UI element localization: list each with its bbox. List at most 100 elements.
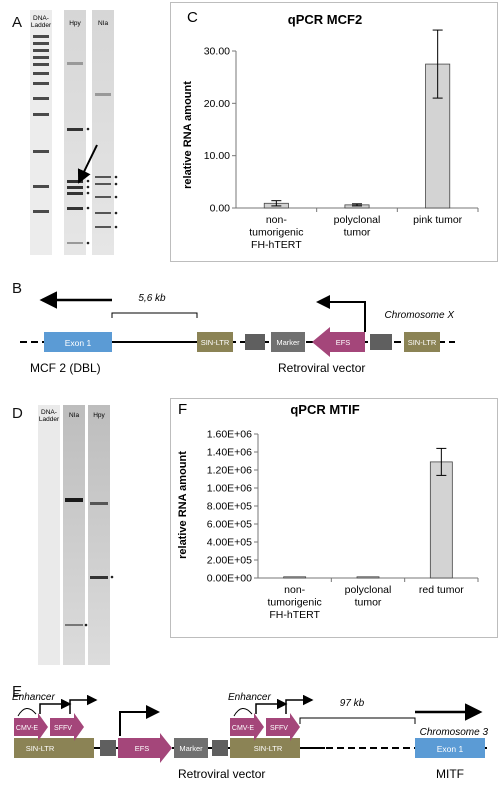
distance-b-bracket bbox=[111, 312, 198, 318]
panel-label-d: D bbox=[12, 405, 23, 422]
exon1-b-box bbox=[44, 332, 112, 352]
sin-ltr-b-left-label: SIN-LTR bbox=[201, 338, 230, 347]
enhancer-e-right-curve bbox=[233, 708, 253, 717]
chart-c-title: qPCR MCF2 bbox=[288, 12, 362, 27]
promoter-e-4-arrow bbox=[255, 698, 288, 714]
panel-label-b: B bbox=[12, 280, 23, 297]
spacer-e-1 bbox=[100, 740, 116, 756]
exon1-e-box bbox=[415, 738, 485, 758]
enhancer-e-left-label: Enhancer bbox=[12, 692, 55, 703]
sin-ltr-b-right-label: SIN-LTR bbox=[408, 338, 437, 347]
gel-a: DNA- Ladder Hpy NIa bbox=[30, 10, 118, 255]
sin-ltr-b-right bbox=[404, 332, 440, 352]
cmve-e-left-label: CMV-E bbox=[16, 725, 39, 732]
gel-d-ladder-label-2: Ladder bbox=[39, 416, 60, 423]
marker-e-label: Marker bbox=[179, 744, 203, 753]
y-tick-label: 1.40E+06 bbox=[207, 447, 252, 459]
map-e: SIN-LTR CMV-E SFFV EFS Marker SIN-LTR CM… bbox=[12, 692, 490, 781]
efs-e-label: EFS bbox=[135, 744, 150, 753]
exon1-b-label: Exon 1 bbox=[65, 338, 92, 348]
category-label: red tumor bbox=[419, 584, 464, 596]
distance-e-bracket bbox=[299, 717, 416, 724]
distance-e-label: 97 kb bbox=[340, 698, 365, 709]
sin-ltr-b-left bbox=[197, 332, 233, 352]
spacer-e-2 bbox=[212, 740, 228, 756]
chromosome-b-label: Chromosome X bbox=[385, 310, 455, 321]
y-tick-label: 10.00 bbox=[204, 150, 230, 162]
gene-b-label: MCF 2 (DBL) bbox=[30, 361, 101, 375]
vector-b-label: Retroviral vector bbox=[278, 361, 365, 375]
promoter-e-2-arrow bbox=[69, 694, 98, 714]
marker-b-box bbox=[271, 332, 305, 352]
chromosome-e-label: Chromosome 3 bbox=[420, 727, 489, 738]
gel-a-ladder-label-1: DNA- bbox=[33, 15, 49, 22]
gel-a-ladder-label-2: Ladder bbox=[31, 22, 52, 29]
gel-d-lane-label-hpy: Hpy bbox=[93, 412, 105, 419]
category-label: non- bbox=[284, 584, 306, 596]
distance-b-label: 5,6 kb bbox=[138, 293, 166, 304]
sin-ltr-e-right-label: SIN-LTR bbox=[254, 744, 283, 753]
chart-f-ylabel: relative RNA amount bbox=[177, 451, 189, 559]
chart-qpcr-mcf2: C qPCR MCF2 relative RNA amount 0.00 10.0… bbox=[182, 9, 479, 251]
y-tick-label: 1.60E+06 bbox=[207, 429, 252, 441]
category-label: tumorigenic bbox=[249, 227, 303, 239]
enhancer-e-left-curve bbox=[17, 708, 37, 717]
y-tick-label: 0.00 bbox=[210, 203, 231, 215]
marker-e-box bbox=[174, 738, 208, 758]
y-tick-label: 30.00 bbox=[204, 46, 230, 58]
y-tick-label: 20.00 bbox=[204, 98, 230, 110]
cmve-e-right-label: CMV-E bbox=[232, 725, 255, 732]
gel-a-lane-label-hpy: Hpy bbox=[69, 20, 81, 27]
panel-label-c: C bbox=[187, 9, 198, 26]
promoter-e-1-arrow bbox=[39, 698, 72, 714]
gel-d-lane-hpy bbox=[88, 405, 110, 665]
efs-b-label: EFS bbox=[336, 338, 351, 347]
category-label: non- bbox=[266, 214, 288, 226]
efs-promoter-b-arrow bbox=[316, 295, 366, 332]
exon1-e-label: Exon 1 bbox=[437, 744, 464, 754]
chart-qpcr-mtif: F qPCR MTIF relative RNA amount 0.00E+00… bbox=[177, 401, 479, 621]
bar bbox=[283, 576, 307, 579]
spacer-b-1 bbox=[245, 334, 265, 350]
bar bbox=[429, 461, 453, 579]
category-label: tumor bbox=[344, 227, 371, 239]
chart-c-ylabel: relative RNA amount bbox=[182, 81, 194, 189]
band-arrow-icon bbox=[77, 144, 98, 184]
promoter-e-3-arrow bbox=[119, 705, 160, 736]
panel-label-f: F bbox=[178, 401, 187, 418]
y-tick-label: 6.00E+05 bbox=[207, 519, 252, 531]
y-tick-label: 4.00E+05 bbox=[207, 537, 252, 549]
gel-d-ladder-label-1: DNA- bbox=[41, 409, 57, 416]
map-b: Exon 1 SIN-LTR Marker EFS SIN-LTR 5,6 kb… bbox=[20, 291, 455, 375]
efs-b-arrow bbox=[312, 327, 365, 357]
gel-a-lane-nla bbox=[92, 10, 114, 255]
panel-label-a: A bbox=[12, 14, 23, 31]
y-tick-label: 2.00E+05 bbox=[207, 555, 252, 567]
sin-ltr-e-left-label: SIN-LTR bbox=[26, 744, 55, 753]
gel-d-lane-label-nla: NIa bbox=[69, 412, 80, 419]
spacer-b-2 bbox=[370, 334, 392, 350]
panel-label-e: E bbox=[12, 683, 23, 700]
category-label: polyclonal bbox=[345, 584, 392, 596]
category-label: FH-hTERT bbox=[269, 609, 320, 621]
category-label: tumor bbox=[355, 597, 382, 609]
efs-e-arrow bbox=[118, 733, 172, 763]
sffv-e-left-label: SFFV bbox=[54, 725, 72, 732]
gel-a-ladder-lane bbox=[30, 10, 52, 255]
y-tick-label: 1.20E+06 bbox=[207, 465, 252, 477]
gel-a-lane-label-nla: NIa bbox=[98, 20, 109, 27]
gene-e-label: MITF bbox=[436, 767, 464, 781]
sffv-e-right-label: SFFV bbox=[270, 725, 288, 732]
gel-d: DNA- Ladder NIa Hpy bbox=[38, 405, 114, 665]
sffv-e-left bbox=[50, 713, 84, 741]
category-label: FH-hTERT bbox=[251, 239, 302, 251]
gel-d-ladder-lane bbox=[38, 405, 60, 665]
bar bbox=[356, 576, 380, 579]
vector-e-label: Retroviral vector bbox=[178, 767, 265, 781]
gel-a-lane-hpy bbox=[64, 10, 86, 255]
chart-f-title: qPCR MTIF bbox=[290, 402, 359, 417]
cmve-e-left bbox=[14, 713, 48, 741]
category-label: tumorigenic bbox=[268, 597, 322, 609]
category-label: polyclonal bbox=[334, 214, 381, 226]
y-tick-label: 1.00E+06 bbox=[207, 483, 252, 495]
